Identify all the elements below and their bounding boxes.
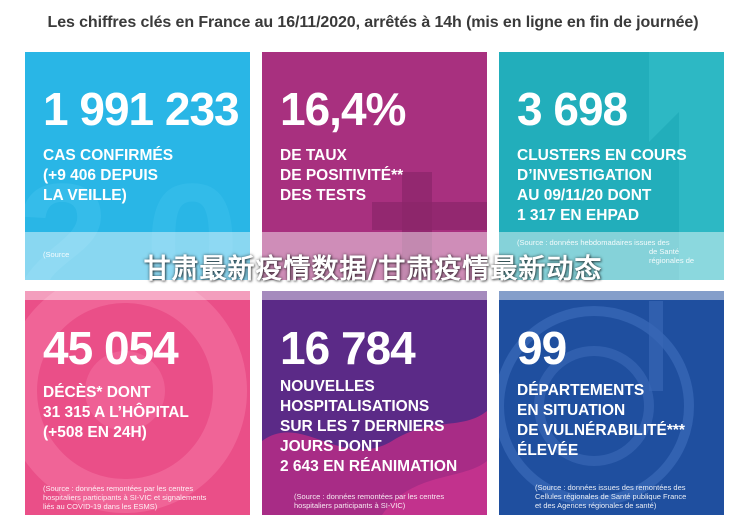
card-number: 16,4%	[280, 83, 406, 135]
card-line: (+508 EN 24H)	[43, 424, 147, 441]
card-source: de Santé	[649, 247, 680, 256]
svg-text:0: 0	[145, 149, 240, 280]
card-confirmed-cases: 2 0 1 991 233 CAS CONFIRMÉS (+9 406 DEPU…	[25, 52, 250, 280]
card-hospitalisations: 16 784 NOUVELLES HOSPITALISATIONS SUR LE…	[262, 291, 487, 515]
card-line: DE POSITIVITÉ**	[280, 167, 404, 184]
card-line: SUR LES 7 DERNIERS	[280, 418, 445, 435]
decorative-shapes	[25, 291, 247, 513]
card-line: (+9 406 DEPUIS	[43, 167, 159, 184]
card-line: DE TAUX	[280, 147, 347, 164]
card-deaths: 45 054 DÉCÈS* DONT 31 315 A L’HÔPITAL (+…	[25, 291, 250, 515]
card-number: 99	[517, 322, 567, 374]
card-source: (Source : données remontées par les cent…	[294, 492, 445, 501]
decorative-shapes	[649, 52, 724, 280]
card-line: CLUSTERS EN COURS	[517, 147, 687, 164]
decorative-shapes	[372, 172, 487, 280]
card-source: hospitaliers participants à SI-VIC et si…	[43, 493, 207, 502]
card-source: et des Agences régionales de santé)	[535, 501, 657, 510]
overlay-title: 甘肃最新疫情数据/甘肃疫情最新动态	[143, 254, 603, 285]
card-line: CAS CONFIRMÉS	[43, 147, 174, 164]
card-source: (Source : données hebdomadaires issues d…	[517, 238, 670, 247]
card-line: LA VEILLE)	[43, 187, 127, 204]
svg-text:2: 2	[25, 149, 110, 280]
card-number: 45 054	[43, 322, 179, 374]
card-line: DES TESTS	[280, 187, 367, 204]
card-source: hospitaliers participants à SI-VIC)	[294, 501, 406, 510]
decorative-shapes: 2 0	[25, 149, 240, 280]
decorative-shapes	[499, 301, 694, 506]
card-source: (Source : données issues des remontées d…	[535, 483, 686, 492]
card-number: 16 784	[280, 322, 416, 374]
decorative-shapes	[262, 411, 487, 515]
card-source: Cellules régionales de Santé publique Fr…	[535, 492, 687, 501]
card-line: 1 317 EN EHPAD	[517, 207, 640, 224]
card-line: EN SITUATION	[517, 402, 626, 419]
card-line: 31 315 A L’HÔPITAL	[43, 404, 189, 421]
card-number: 1 991 233	[43, 83, 240, 135]
card-source: (Source	[43, 250, 70, 259]
card-line: DÉCÈS* DONT	[43, 384, 151, 401]
card-line: JOURS DONT	[280, 438, 382, 455]
card-source: liés au COVID-19 dans les ESMS)	[43, 502, 158, 511]
card-line: DE VULNÉRABILITÉ***	[517, 422, 685, 439]
overlay-band	[0, 232, 746, 300]
card-vulnerable-departments: 99 DÉPARTEMENTS EN SITUATION DE VULNÉRAB…	[499, 291, 724, 515]
card-line: 2 643 EN RÉANIMATION	[280, 458, 458, 475]
card-line: D’INVESTIGATION	[517, 167, 652, 184]
card-positivity-rate: 16,4% DE TAUX DE POSITIVITÉ** DES TESTS	[262, 52, 487, 280]
card-line: NOUVELLES	[280, 378, 375, 395]
card-line: ÉLEVÉE	[517, 442, 579, 459]
card-source: (Source : données remontées par les cent…	[43, 484, 194, 493]
card-line: HOSPITALISATIONS	[280, 398, 430, 415]
card-line: DÉPARTEMENTS	[517, 382, 645, 399]
page-title: Les chiffres clés en France au 16/11/202…	[47, 14, 699, 31]
card-clusters: 3 698 CLUSTERS EN COURS D’INVESTIGATION …	[499, 52, 724, 280]
card-number: 3 698	[517, 83, 628, 135]
card-line: AU 09/11/20 DONT	[517, 187, 652, 204]
card-source: régionales de	[649, 256, 695, 265]
